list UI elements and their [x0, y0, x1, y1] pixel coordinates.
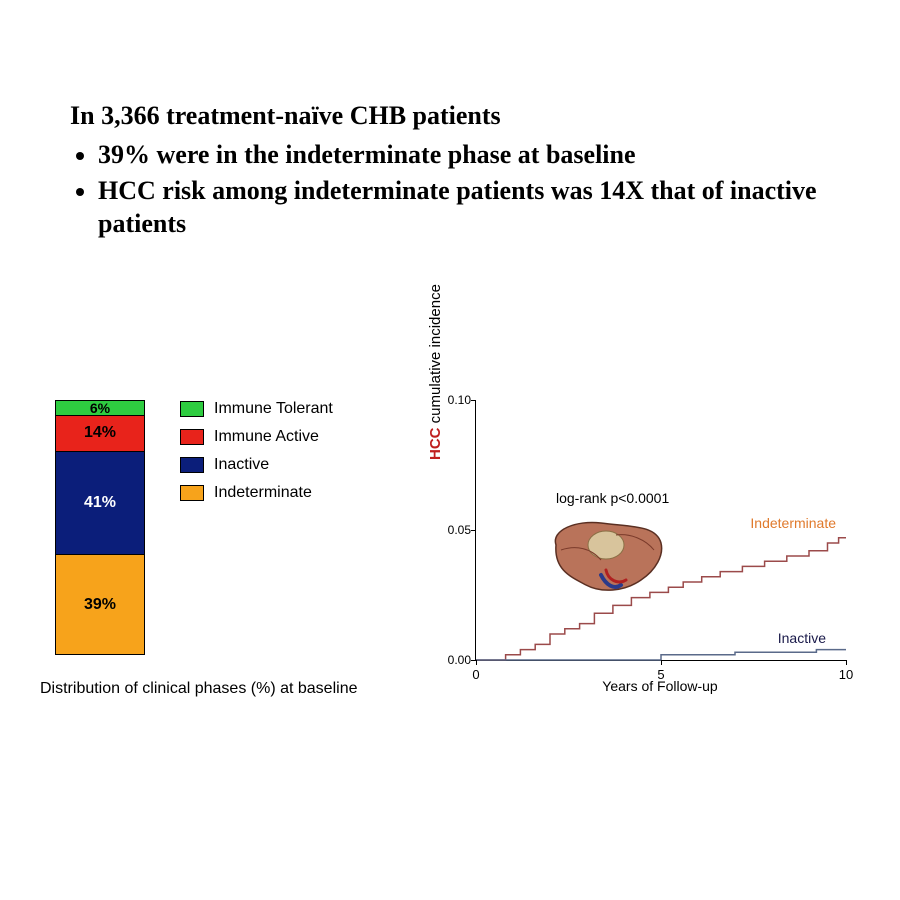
stacked-bar-segment-indeterminate: 39%: [56, 555, 144, 654]
slide: In 3,366 treatment-naïve CHB patients 39…: [0, 0, 900, 900]
km-y-tick-label: 0.10: [441, 393, 471, 407]
stacked-bar-segment-immune_tolerant: 6%: [56, 401, 144, 416]
km-x-tick: [476, 660, 477, 665]
km-y-tick-label: 0.00: [441, 653, 471, 667]
legend-label: Immune Tolerant: [214, 400, 333, 418]
headline-block: In 3,366 treatment-naïve CHB patients 39…: [70, 100, 830, 240]
stacked-bar-segment-inactive: 41%: [56, 452, 144, 556]
km-y-axis-label: HCC cumulative incidence: [427, 284, 444, 460]
liver-icon: [546, 515, 666, 595]
headline-title: In 3,366 treatment-naïve CHB patients: [70, 100, 830, 133]
legend: Immune Tolerant Immune Active Inactive Inde…: [180, 400, 333, 512]
km-plot: HCC cumulative incidence log-rank p<0.00…: [435, 400, 865, 720]
headline-bullets: 39% were in the indeterminate phase at b…: [70, 139, 830, 241]
legend-label: Inactive: [214, 456, 269, 474]
legend-swatch: [180, 485, 204, 501]
legend-label: Indeterminate: [214, 484, 312, 502]
legend-swatch: [180, 457, 204, 473]
legend-swatch: [180, 401, 204, 417]
km-x-axis-label: Years of Follow-up: [475, 678, 845, 760]
legend-row: Inactive: [180, 456, 333, 474]
km-y-tick: [471, 400, 476, 401]
km-x-tick: [661, 660, 662, 665]
km-y-axis-label-hcc: HCC: [427, 428, 444, 461]
km-x-tick: [846, 660, 847, 665]
legend-row: Immune Active: [180, 428, 333, 446]
legend-label: Immune Active: [214, 428, 319, 446]
km-series-inactive: [476, 650, 846, 660]
legend-row: Indeterminate: [180, 484, 333, 502]
stacked-bar-segment-immune_active: 14%: [56, 416, 144, 451]
km-logrank-annotation: log-rank p<0.0001: [556, 490, 669, 506]
stacked-bar: 6%14%41%39%: [55, 400, 145, 655]
km-inactive-label: Inactive: [778, 630, 826, 646]
km-y-tick-label: 0.05: [441, 523, 471, 537]
headline-bullet-1: 39% were in the indeterminate phase at b…: [98, 139, 830, 172]
km-y-tick: [471, 530, 476, 531]
legend-swatch: [180, 429, 204, 445]
stacked-bar-caption: Distribution of clinical phases (%) at b…: [40, 680, 357, 698]
legend-row: Immune Tolerant: [180, 400, 333, 418]
headline-bullet-2: HCC risk among indeterminate patients wa…: [98, 175, 830, 240]
km-indeterminate-label: Indeterminate: [750, 515, 836, 531]
km-plot-area: log-rank p<0.0001 Indeterminate Inactive…: [475, 400, 846, 661]
